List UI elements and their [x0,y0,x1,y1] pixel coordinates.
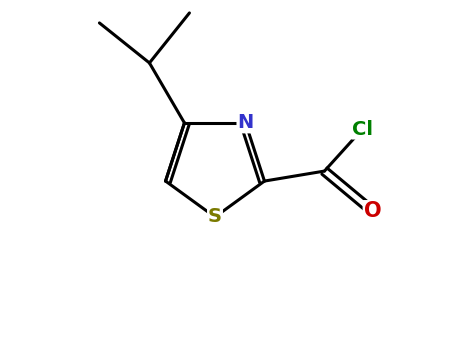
Text: O: O [364,201,381,221]
Text: S: S [208,208,222,226]
Text: Cl: Cl [352,120,373,139]
Text: N: N [238,113,254,132]
